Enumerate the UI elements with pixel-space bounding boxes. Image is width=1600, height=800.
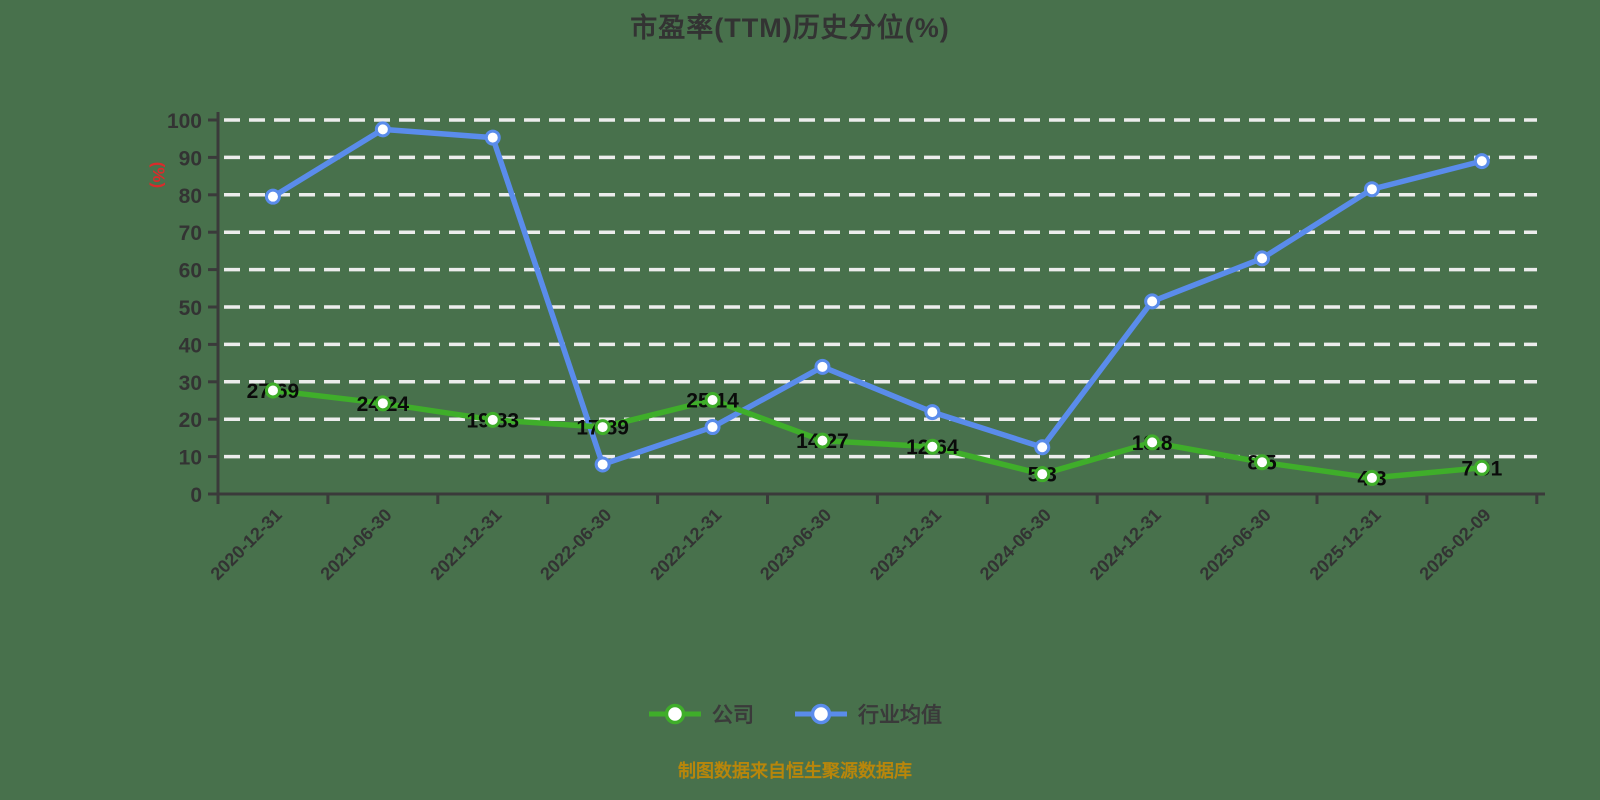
x-axis-label: 2026-02-09 — [1415, 505, 1494, 584]
y-axis-label: 80 — [179, 185, 202, 208]
y-axis-unit-label: (%) — [149, 162, 168, 188]
y-axis-label: 70 — [179, 222, 202, 245]
company-point[interactable] — [484, 411, 501, 428]
x-axis-label: 2021-06-30 — [316, 505, 395, 584]
company-point[interactable] — [704, 391, 721, 408]
x-axis-label: 2024-06-30 — [976, 505, 1055, 584]
industry-point[interactable] — [374, 121, 391, 138]
y-axis-label: 50 — [179, 297, 202, 320]
industry-point[interactable] — [1034, 439, 1051, 456]
x-axis-label: 2022-06-30 — [536, 505, 615, 584]
company-point[interactable] — [374, 395, 391, 412]
legend-label-company: 公司 — [712, 704, 754, 727]
legend-item-industry[interactable]: 行业均值 — [794, 699, 942, 729]
industry-line — [270, 126, 1485, 468]
company-point[interactable] — [1363, 469, 1380, 486]
y-axis-label: 30 — [179, 372, 202, 395]
y-axis-label: 10 — [179, 447, 202, 470]
company-point[interactable] — [1254, 454, 1271, 471]
company-point[interactable] — [1473, 459, 1490, 476]
company-point[interactable] — [1144, 434, 1161, 451]
industry-point[interactable] — [594, 456, 611, 473]
company-point[interactable] — [814, 432, 831, 449]
legend-label-industry: 行业均值 — [858, 704, 942, 727]
industry-point[interactable] — [1144, 293, 1161, 310]
industry-point[interactable] — [814, 358, 831, 375]
x-axis-label: 2025-12-31 — [1306, 505, 1385, 584]
chart-title: 市盈率(TTM)历史分位(%) — [630, 13, 950, 43]
x-axis-label: 2022-12-31 — [646, 505, 725, 584]
y-axis-label: 40 — [179, 334, 202, 357]
company-point[interactable] — [264, 382, 281, 399]
company-legend-marker — [649, 703, 701, 725]
industry-point[interactable] — [1254, 250, 1271, 267]
company-point[interactable] — [594, 419, 611, 436]
legend-item-company[interactable]: 公司 — [648, 699, 754, 729]
company-point[interactable] — [924, 438, 941, 455]
industry-point[interactable] — [1363, 181, 1380, 198]
x-axis-label: 2023-12-31 — [866, 505, 945, 584]
industry-point[interactable] — [704, 419, 721, 436]
x-axis-label: 2020-12-31 — [207, 505, 286, 584]
y-axis-label: 90 — [179, 147, 202, 170]
x-axis-label: 2024-12-31 — [1086, 505, 1165, 584]
industry-point[interactable] — [484, 129, 501, 146]
x-axis-label: 2023-06-30 — [756, 505, 835, 584]
industry-point[interactable] — [264, 188, 281, 205]
x-axis-label: 2025-06-30 — [1196, 505, 1275, 584]
data-source-note: 制图数据来自恒生聚源数据库 — [678, 761, 912, 781]
industry-point[interactable] — [924, 404, 941, 421]
chart-legend: 公司 行业均值 — [0, 699, 1590, 729]
x-axis-label: 2021-12-31 — [426, 505, 505, 584]
y-axis-label: 20 — [179, 409, 202, 432]
y-axis-label: 100 — [167, 110, 202, 133]
y-axis-label: 60 — [179, 260, 202, 283]
industry-legend-marker — [795, 703, 847, 725]
company-line — [270, 387, 1485, 481]
company-point[interactable] — [1034, 466, 1051, 483]
y-axis-label: 0 — [190, 484, 202, 507]
industry-point[interactable] — [1473, 153, 1490, 170]
